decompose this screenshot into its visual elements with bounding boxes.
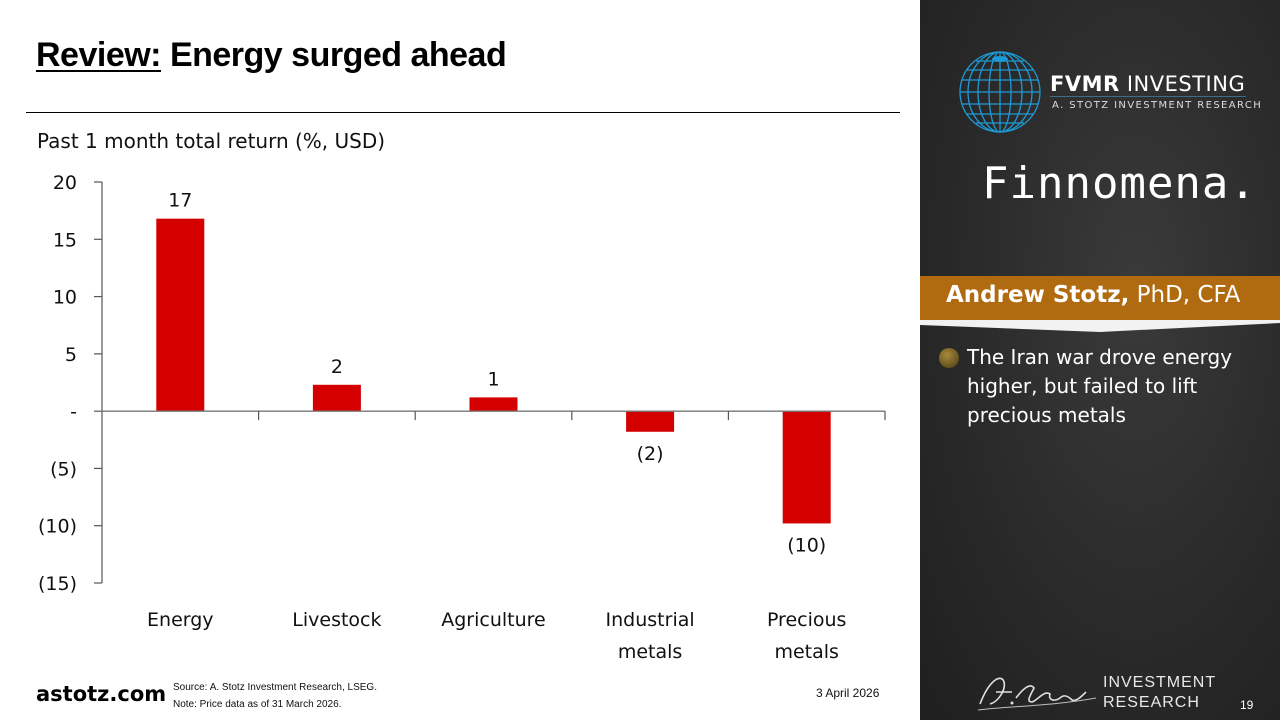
footer-brand-line1: INVESTMENT bbox=[1103, 674, 1217, 691]
title-rest: Energy surged ahead bbox=[161, 36, 507, 74]
sidebar-panel bbox=[920, 0, 1280, 720]
y-tick-label: 15 bbox=[53, 229, 77, 251]
website-label: astotz.com bbox=[36, 682, 167, 706]
finnomena-logo: Finnomena. bbox=[982, 158, 1257, 209]
x-category-label: metals bbox=[774, 641, 838, 663]
x-category-label: Agriculture bbox=[441, 609, 546, 631]
presenter-banner bbox=[920, 276, 1280, 320]
x-category-label: Precious bbox=[767, 609, 847, 631]
banner-underline bbox=[920, 320, 1280, 332]
title-lead: Review: bbox=[36, 36, 162, 74]
y-tick-label: 5 bbox=[65, 344, 77, 366]
slide-content bbox=[0, 0, 920, 720]
x-category-label: Livestock bbox=[292, 609, 381, 631]
data-label: (10) bbox=[787, 534, 826, 556]
key-takeaway: The Iran war drove energy higher, but fa… bbox=[967, 345, 1233, 427]
title-divider bbox=[26, 112, 900, 113]
page-number: 19 bbox=[1240, 698, 1254, 712]
fvmr-brand: FVMR INVESTING bbox=[1050, 72, 1245, 96]
data-label: 17 bbox=[168, 190, 192, 212]
brand-bold: FVMR bbox=[1050, 72, 1120, 96]
data-label: 2 bbox=[331, 356, 343, 378]
bar-energy bbox=[156, 218, 205, 412]
x-category-label: Industrial bbox=[606, 609, 695, 631]
bar-industrial-metals bbox=[626, 411, 675, 432]
bar-precious-metals bbox=[782, 411, 831, 524]
data-note: Note: Price data as of 31 March 2026. bbox=[173, 699, 342, 710]
y-tick-label: (10) bbox=[38, 516, 77, 538]
globe-logo-icon bbox=[959, 51, 1041, 133]
footer-brand-line2: RESEARCH bbox=[1103, 694, 1200, 711]
y-tick-label: 10 bbox=[53, 287, 77, 309]
data-label: 1 bbox=[487, 368, 499, 390]
bar-livestock bbox=[312, 384, 361, 412]
slide-title: Review: Energy surged ahead bbox=[36, 36, 507, 75]
y-tick-label: (15) bbox=[38, 573, 77, 595]
brand-divider bbox=[1050, 96, 1246, 97]
source-note: Source: A. Stotz Investment Research, LS… bbox=[173, 682, 377, 693]
x-category-label: Energy bbox=[147, 609, 214, 631]
y-tick-label: 20 bbox=[53, 172, 77, 194]
data-label: (2) bbox=[637, 443, 664, 465]
x-category-label: metals bbox=[618, 641, 682, 663]
brand-rest: INVESTING bbox=[1119, 72, 1246, 96]
slide-date: 3 April 2026 bbox=[816, 686, 880, 700]
presenter-credentials: PhD, CFA bbox=[1129, 282, 1241, 308]
y-tick-label: - bbox=[70, 401, 77, 423]
chart-subtitle: Past 1 month total return (%, USD) bbox=[37, 129, 386, 153]
bullet-globe-icon bbox=[939, 348, 959, 368]
bar-chart: 20 15 10 5 - (5) (10) (15) 17 Energy 2 Livestock 1 Ag… bbox=[38, 172, 886, 663]
presenter-name-bold: Andrew Stotz, bbox=[946, 282, 1130, 308]
footer-brand: INVESTMENT RESEARCH bbox=[1103, 673, 1216, 713]
presenter-name: Andrew Stotz, PhD, CFA bbox=[946, 282, 1240, 308]
y-tick-label: (5) bbox=[50, 458, 77, 480]
bar-agriculture bbox=[469, 397, 518, 412]
brand-tagline: A. STOTZ INVESTMENT RESEARCH bbox=[1052, 100, 1263, 111]
astotz-signature-logo-icon bbox=[977, 677, 1097, 711]
